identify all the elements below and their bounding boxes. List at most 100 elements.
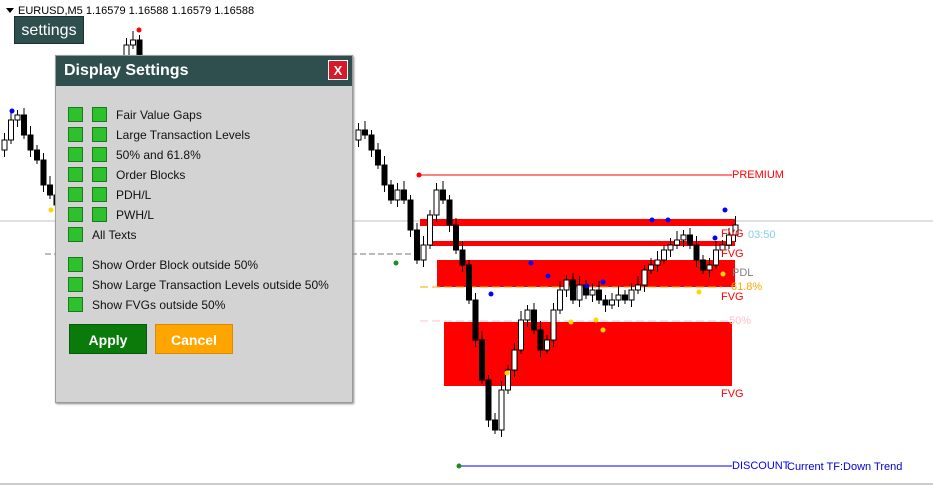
candle-body xyxy=(1,139,8,151)
candle-body xyxy=(453,224,459,251)
candle-body xyxy=(622,294,628,301)
candle-body xyxy=(14,114,21,121)
candle-body xyxy=(596,289,602,301)
checkbox[interactable] xyxy=(68,277,83,293)
candle-body xyxy=(420,244,427,261)
checkbox[interactable] xyxy=(92,167,107,183)
fvg-label: FVG xyxy=(721,248,744,260)
candle-body xyxy=(511,349,518,371)
candle-body xyxy=(505,369,511,391)
fvg-label: FVG xyxy=(721,228,744,240)
swing-marker xyxy=(712,235,718,241)
candle-body xyxy=(524,309,531,321)
checkbox[interactable] xyxy=(92,207,107,223)
candle-body xyxy=(388,184,394,201)
symbol-info: EURUSD,M5 1.16579 1.16588 1.16579 1.1658… xyxy=(18,5,254,17)
candle-body xyxy=(700,259,706,271)
checkbox[interactable] xyxy=(68,227,83,243)
option-row: Show Order Block outside 50% xyxy=(68,255,258,273)
candle-body xyxy=(136,39,143,56)
candle-body xyxy=(47,184,53,196)
swing-marker xyxy=(665,217,671,223)
candle-body xyxy=(375,149,381,166)
option-label: Show FVGs outside 50% xyxy=(92,297,226,312)
candle-body xyxy=(485,379,492,421)
swing-marker xyxy=(48,207,54,213)
candle-body xyxy=(40,159,47,186)
candle-body xyxy=(394,189,401,201)
settings-button[interactable]: settings xyxy=(14,16,84,44)
candle-body xyxy=(407,199,414,231)
candle-body xyxy=(21,114,27,136)
checkbox[interactable] xyxy=(68,167,83,183)
apply-button[interactable]: Apply xyxy=(69,324,147,354)
close-button[interactable]: X xyxy=(328,60,348,80)
option-label: 50% and 61.8% xyxy=(116,147,201,162)
candle-body xyxy=(498,389,505,431)
swing-marker xyxy=(649,217,655,223)
candle-body xyxy=(628,289,635,301)
option-row: 50% and 61.8% xyxy=(68,145,201,163)
candle-body xyxy=(531,309,537,331)
checkbox[interactable] xyxy=(92,147,107,163)
swing-marker xyxy=(722,207,728,213)
candle-body xyxy=(518,319,524,351)
candle-body xyxy=(563,279,570,291)
checkbox[interactable] xyxy=(68,107,83,123)
fvg-label: FVG xyxy=(721,291,744,303)
candle-body xyxy=(440,189,446,201)
checkbox[interactable] xyxy=(92,127,107,143)
candle-body xyxy=(466,264,472,301)
checkbox[interactable] xyxy=(68,147,83,163)
time-label: 03:50 xyxy=(748,229,776,241)
candle-body xyxy=(693,244,700,261)
option-label: Fair Value Gaps xyxy=(116,107,202,122)
checkbox[interactable] xyxy=(68,257,83,273)
option-row: Show FVGs outside 50% xyxy=(68,295,225,313)
option-label: Large Transaction Levels xyxy=(116,127,251,142)
candle-body xyxy=(635,284,641,291)
candle-body xyxy=(537,329,544,351)
candle-body xyxy=(687,234,693,246)
candle-body xyxy=(661,249,667,261)
swing-marker xyxy=(584,283,590,289)
candle-body xyxy=(726,234,732,246)
menu-arrow[interactable] xyxy=(6,8,14,13)
candle-body xyxy=(479,339,485,381)
option-row: Large Transaction Levels xyxy=(68,125,250,143)
fvg-zone xyxy=(420,219,735,226)
swing-marker xyxy=(488,291,494,297)
checkbox[interactable] xyxy=(68,297,83,313)
swing-marker xyxy=(504,370,510,376)
candle-body xyxy=(362,129,368,136)
candle-body xyxy=(732,224,739,236)
candle-body xyxy=(719,244,726,251)
candle-body xyxy=(355,129,362,141)
checkbox[interactable] xyxy=(92,187,107,203)
candle-body xyxy=(557,289,563,311)
swing-marker xyxy=(720,271,726,277)
pdl-label: PDL xyxy=(732,267,753,279)
checkbox[interactable] xyxy=(68,187,83,203)
candle-body xyxy=(674,239,680,246)
candle-body xyxy=(492,419,498,431)
fvg-zone xyxy=(444,322,732,386)
checkbox[interactable] xyxy=(68,207,83,223)
checkbox[interactable] xyxy=(68,127,83,143)
fvg-zone xyxy=(430,241,735,246)
option-label: Show Order Block outside 50% xyxy=(92,257,259,272)
settings-dialog: Display Settings X Fair Value Gaps Large … xyxy=(55,55,353,403)
candle-body xyxy=(615,294,622,301)
candle-body xyxy=(641,269,648,286)
swing-marker xyxy=(545,273,551,279)
option-row: Order Blocks xyxy=(68,165,185,183)
swing-marker xyxy=(600,279,606,285)
candle-body xyxy=(130,39,136,46)
candle-body xyxy=(27,134,34,151)
checkbox[interactable] xyxy=(92,107,107,123)
cancel-button[interactable]: Cancel xyxy=(155,324,233,354)
premium-label: PREMIUM xyxy=(732,169,784,181)
candle-body xyxy=(570,279,576,301)
candle-body xyxy=(654,259,661,266)
